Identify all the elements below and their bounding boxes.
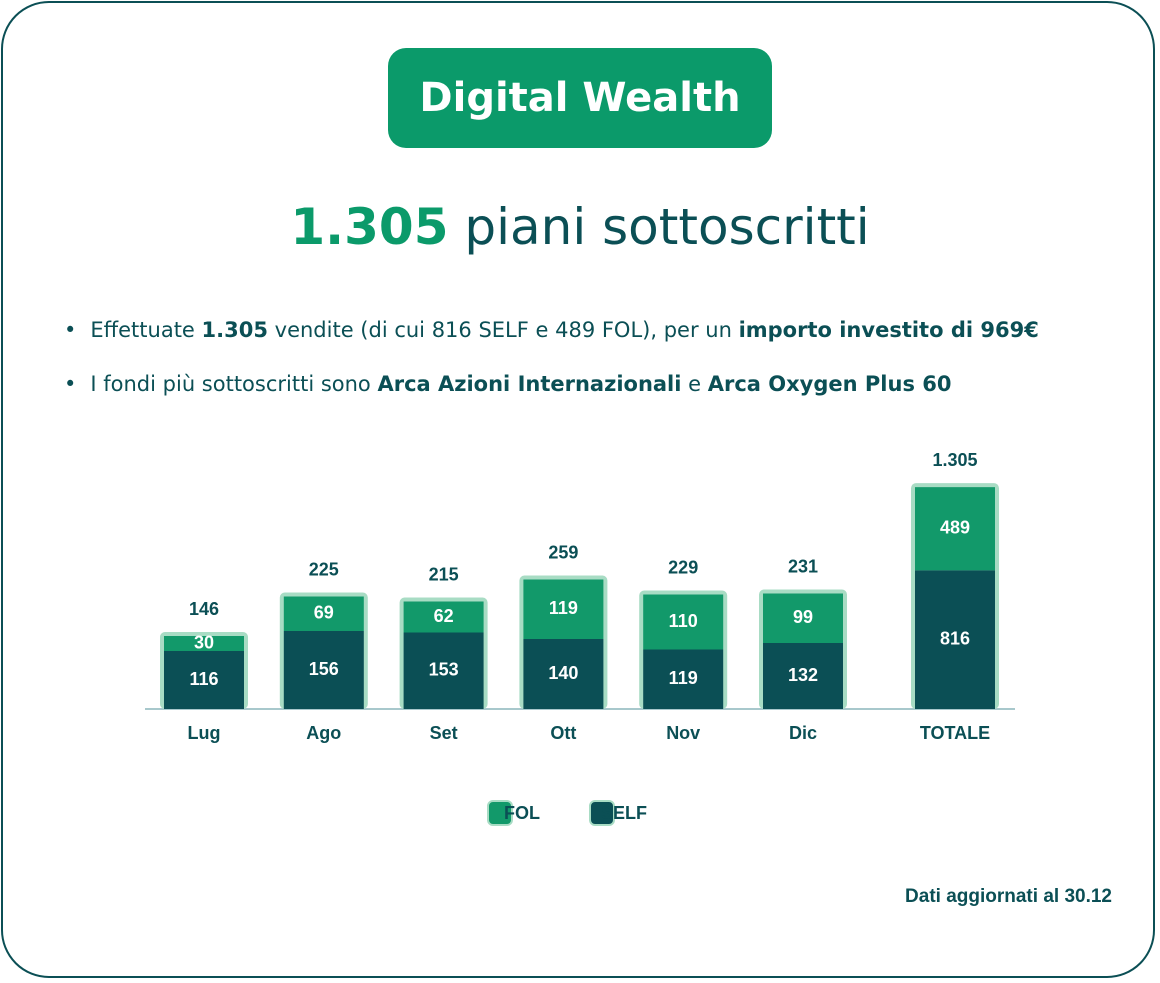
value-label: 110 [669, 611, 698, 631]
bullet-text: Arca Azioni Internazionali [377, 372, 682, 396]
x-tick-label: Dic [789, 723, 817, 743]
bullet-text: Effettuate [90, 318, 202, 342]
value-label: 30 [194, 632, 214, 652]
bar-segment [164, 636, 244, 651]
bar-segment [283, 631, 364, 709]
value-label: 153 [429, 660, 459, 680]
bullet-text: I fondi più sottoscritti sono [90, 372, 378, 396]
value-label: 816 [940, 628, 970, 648]
total-label: 215 [429, 564, 459, 584]
value-label: 99 [793, 607, 813, 627]
footnote: Dati aggiornati al 30.12 [905, 886, 1112, 907]
legend-label: FOL [504, 803, 540, 823]
bullet-text: e [681, 372, 708, 396]
bar-segment [403, 632, 484, 709]
bar-segment [403, 601, 484, 633]
total-label: 229 [668, 557, 698, 577]
legend-swatch [589, 800, 615, 826]
value-label: 119 [669, 668, 698, 688]
value-label: 156 [309, 659, 339, 679]
headline-text: piani sottoscritti [464, 198, 870, 256]
bar-segment [763, 593, 843, 643]
legend-label: SELF [601, 803, 647, 823]
x-tick-label: Nov [666, 723, 700, 743]
headline: 1.305 piani sottoscritti [0, 198, 1160, 256]
x-tick-label: Lug [188, 723, 221, 743]
bar-segment [915, 487, 995, 571]
x-tick-label: Set [430, 723, 458, 743]
value-label: 62 [434, 606, 454, 626]
bar-segment [763, 643, 843, 709]
bullet-text: vendite (di cui 816 SELF e 489 FOL), per… [267, 318, 739, 342]
bar-segment [643, 649, 724, 709]
bar-segment [523, 579, 604, 639]
bullet-text: 1.305 [201, 318, 268, 342]
value-label: 140 [548, 663, 578, 683]
bullet: I fondi più sottoscritti sono Arca Azion… [64, 372, 1039, 426]
total-label: 1.305 [932, 450, 977, 470]
bullet-text: Arca Oxygen Plus 60 [707, 372, 952, 396]
bar-segment [915, 570, 995, 709]
value-label: 489 [940, 517, 970, 537]
badge: Digital Wealth [388, 48, 772, 148]
value-label: 69 [314, 603, 334, 623]
legend-swatch [487, 800, 513, 826]
value-label: 132 [788, 665, 818, 685]
x-tick-label: Ago [306, 723, 341, 743]
total-label: 259 [548, 542, 578, 562]
headline-number: 1.305 [290, 198, 449, 256]
x-tick-label: TOTALE [920, 723, 990, 743]
bar-segment [283, 596, 364, 631]
bar-segment [164, 651, 244, 709]
value-label: 119 [549, 598, 578, 618]
bullet-list: Effettuate 1.305 vendite (di cui 816 SEL… [64, 318, 1039, 426]
total-label: 225 [309, 559, 339, 579]
bullet-text: importo investito di 969€ [738, 318, 1039, 342]
bullet: Effettuate 1.305 vendite (di cui 816 SEL… [64, 318, 1039, 372]
x-tick-label: Ott [550, 723, 576, 743]
total-label: 146 [189, 599, 219, 619]
bar-segment [523, 639, 604, 709]
bar-segment [643, 594, 724, 650]
value-label: 116 [189, 669, 218, 689]
total-label: 231 [788, 556, 818, 576]
